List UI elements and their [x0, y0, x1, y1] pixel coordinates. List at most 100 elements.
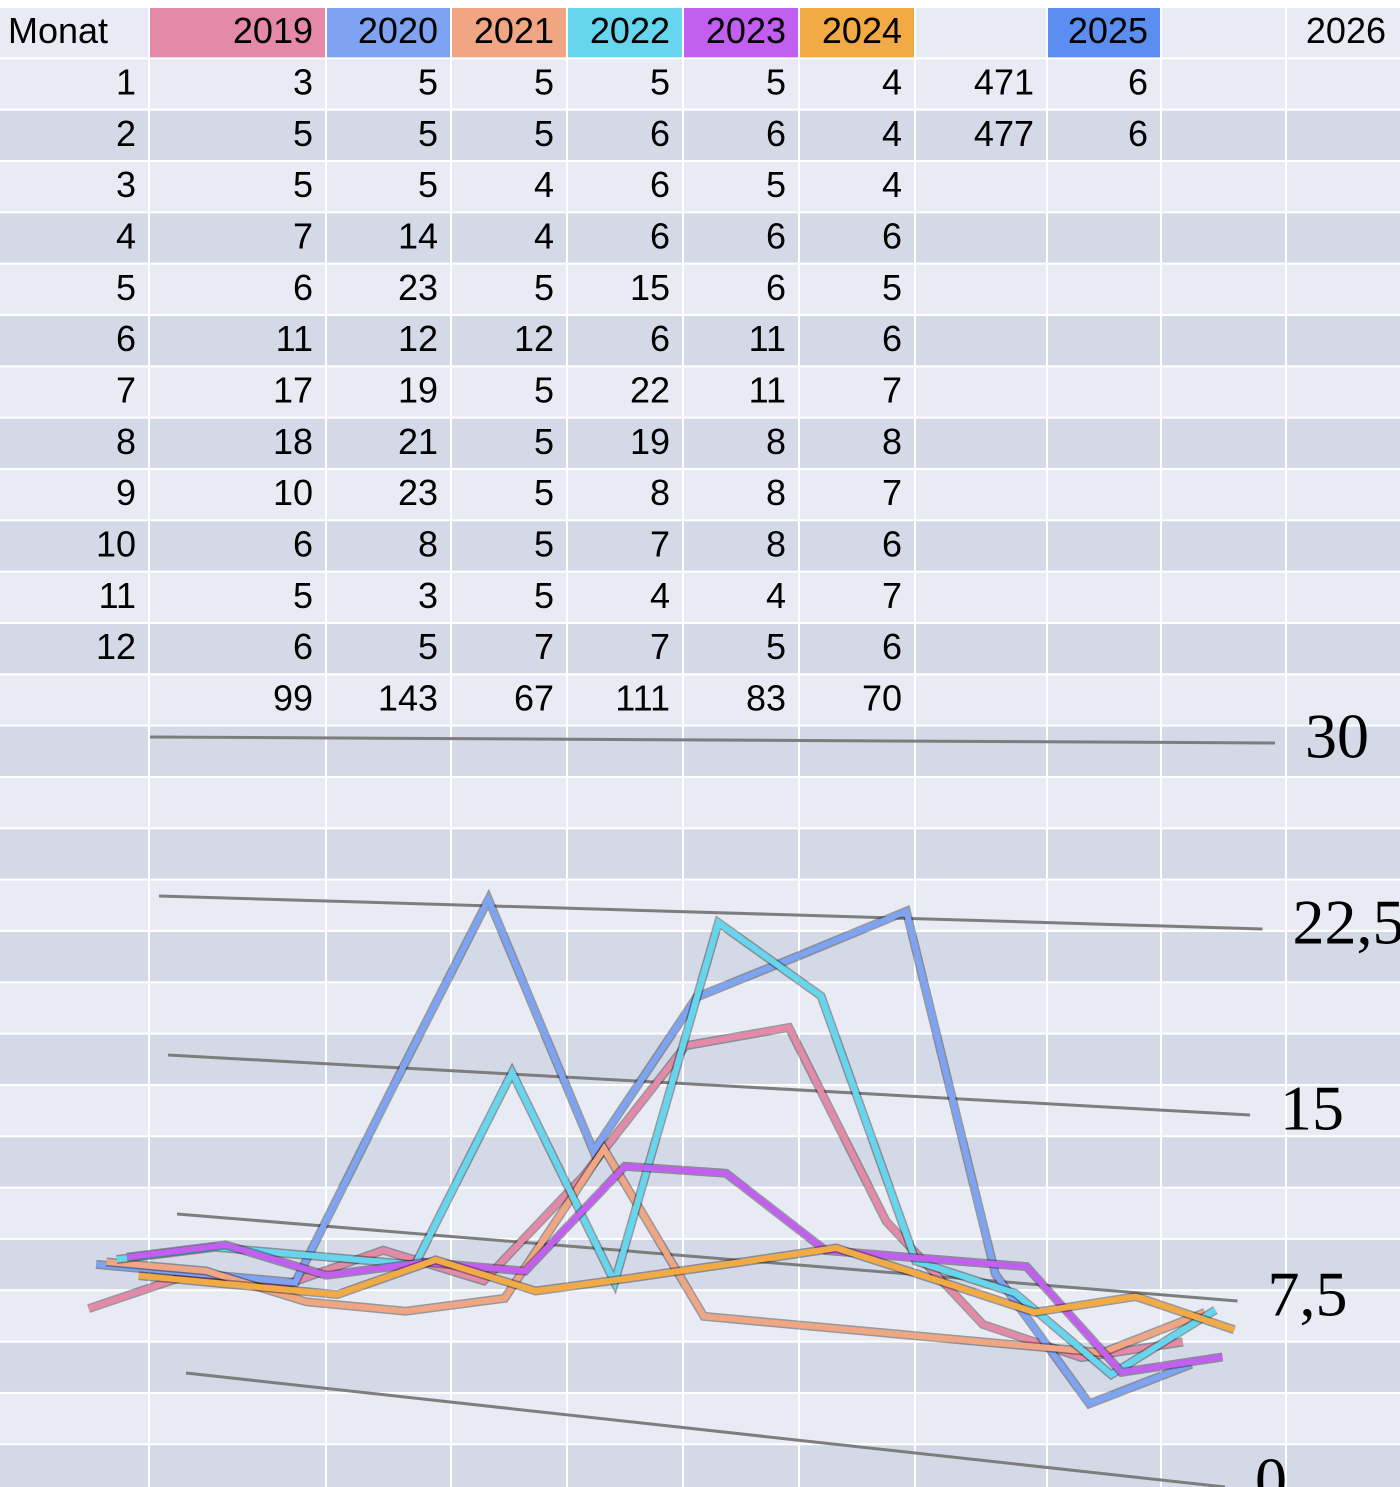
cell-text: 5: [534, 62, 554, 103]
cell-text: 4: [534, 216, 554, 257]
cell-text: 7: [116, 369, 136, 410]
cell-text: 7: [882, 575, 902, 616]
row-background: [0, 623, 1400, 674]
cell-text: 6: [766, 267, 786, 308]
cell-text: 4: [882, 113, 902, 154]
cell-text: 19: [630, 421, 670, 462]
cell-text: 8: [116, 421, 136, 462]
cell-text: 2024: [822, 10, 902, 51]
cell-text: 8: [766, 421, 786, 462]
grid-line: [176, 1212, 1238, 1303]
cell-text: 99: [273, 677, 313, 718]
row-background: [0, 829, 1400, 879]
cell-text: 1: [116, 62, 136, 103]
cell-text: 6: [293, 626, 313, 667]
column-separator: [914, 0, 916, 1487]
cell-text: 8: [418, 523, 438, 564]
cell-text: 5: [534, 421, 554, 462]
cell-text: 5: [534, 523, 554, 564]
cell-text: 12: [96, 626, 136, 667]
series-line: [138, 1244, 1236, 1333]
cell-text: 2025: [1068, 10, 1148, 51]
cell-text: 111: [615, 677, 670, 718]
cell-text: 70: [862, 677, 902, 718]
column-separator: [566, 0, 568, 1487]
cell-text: 6: [650, 318, 670, 359]
cell-text: 10: [273, 472, 313, 513]
cell-text: 6: [293, 523, 313, 564]
header-cell: [452, 8, 566, 58]
column-separator: [798, 0, 800, 1487]
row-background: [0, 1188, 1400, 1238]
row-background: [0, 777, 1400, 828]
row-background: [0, 161, 1400, 212]
header-cell: [150, 8, 325, 58]
cell-text: 83: [746, 677, 786, 718]
cell-text: 6: [1128, 62, 1148, 103]
cell-text: 19: [398, 369, 438, 410]
cell-text: 4: [882, 164, 902, 205]
y-tick-label: 30: [1305, 701, 1369, 772]
column-separator: [450, 0, 452, 1487]
header-cell: [1048, 8, 1160, 58]
cell-text: 2026: [1306, 10, 1386, 51]
cell-text: 5: [650, 62, 670, 103]
series-line: [106, 1143, 1207, 1356]
cell-text: 11: [749, 369, 786, 410]
cell-text: 11: [749, 318, 786, 359]
cell-text: 12: [398, 318, 438, 359]
grid-line: [149, 735, 1276, 745]
row-background: [0, 880, 1400, 930]
series-line: [87, 1024, 1184, 1361]
cell-text: 3: [418, 575, 438, 616]
series-line: [126, 1163, 1223, 1376]
row-background: [0, 572, 1400, 622]
cell-text: 2019: [233, 10, 313, 51]
cell-text: 5: [766, 626, 786, 667]
y-tick-label: 22,5: [1293, 887, 1400, 958]
cell-text: 21: [398, 421, 438, 462]
series-line: [116, 917, 1217, 1379]
row-background: [0, 1445, 1400, 1487]
cell-text: 7: [882, 472, 902, 513]
row-background: [0, 59, 1400, 109]
cell-text: 23: [398, 267, 438, 308]
cell-text: 5: [534, 113, 554, 154]
cell-text: 5: [418, 626, 438, 667]
cell-text: 11: [276, 318, 313, 359]
cell-text: 12: [514, 318, 554, 359]
cell-text: 477: [974, 113, 1034, 154]
cell-text: 14: [398, 216, 438, 257]
row-background: [0, 264, 1400, 314]
cell-text: 5: [418, 62, 438, 103]
column-separator: [325, 0, 327, 1487]
cell-text: 7: [650, 626, 670, 667]
cell-text: 7: [293, 216, 313, 257]
row-background: [0, 675, 1400, 725]
cell-text: 5: [534, 267, 554, 308]
column-separator: [1285, 0, 1287, 1487]
header-cell: [684, 8, 798, 58]
row-background: [0, 1393, 1400, 1444]
cell-text: 18: [273, 421, 313, 462]
y-tick-label: 15: [1280, 1073, 1344, 1144]
cell-text: 23: [398, 472, 438, 513]
cell-text: 5: [534, 575, 554, 616]
row-background: [0, 521, 1400, 571]
cell-text: 3: [116, 164, 136, 205]
cell-text: 7: [882, 369, 902, 410]
cell-text: 5: [293, 575, 313, 616]
row-background: [0, 726, 1400, 776]
cell-text: 5: [418, 164, 438, 205]
grid-line: [185, 1371, 1226, 1487]
cell-text: 4: [534, 164, 554, 205]
cell-text: 5: [116, 267, 136, 308]
cell-text: 6: [766, 113, 786, 154]
column-separator: [148, 0, 150, 1487]
cell-text: 2022: [590, 10, 670, 51]
cell-text: 6: [882, 523, 902, 564]
cell-text: 6: [650, 216, 670, 257]
row-background: [0, 110, 1400, 160]
cell-text: 8: [882, 421, 902, 462]
cell-text: 7: [650, 523, 670, 564]
